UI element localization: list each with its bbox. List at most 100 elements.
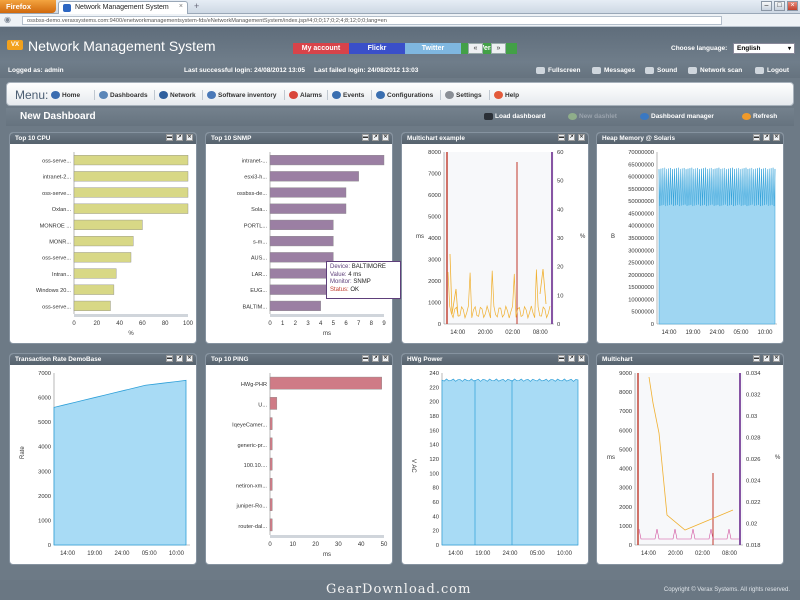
minimize-icon[interactable]: ▬ bbox=[166, 355, 173, 362]
minimize-icon[interactable]: ▬ bbox=[558, 355, 565, 362]
tick-label: 5000000 bbox=[631, 310, 654, 316]
menu-item-dashboards[interactable]: Dashboards bbox=[99, 91, 148, 99]
fullscreen-button[interactable]: Fullscreen bbox=[536, 67, 581, 74]
new-dashlet-button[interactable]: New dashlet bbox=[568, 113, 617, 120]
tick-label: 45000000 bbox=[628, 211, 654, 217]
edit-icon[interactable]: ↗ bbox=[568, 134, 575, 141]
minimize-icon[interactable]: ▬ bbox=[362, 355, 369, 362]
language-select[interactable]: English bbox=[733, 43, 795, 54]
header-button-verax[interactable]: Verax bbox=[461, 43, 517, 54]
network-scan-button[interactable]: Network scan bbox=[688, 67, 742, 74]
header-button-twitter[interactable]: Twitter bbox=[405, 43, 461, 54]
edit-icon[interactable]: ↗ bbox=[372, 355, 379, 362]
close-icon[interactable]: ✕ bbox=[773, 355, 780, 362]
header-button-flickr[interactable]: Flickr bbox=[349, 43, 405, 54]
menu-item-help[interactable]: Help bbox=[494, 91, 519, 99]
close-icon[interactable]: ✕ bbox=[578, 355, 585, 362]
category-label: juniper-Ro... bbox=[236, 504, 268, 510]
minimize-icon[interactable]: ▬ bbox=[558, 134, 565, 141]
menu-item-software-inventory[interactable]: Software inventory bbox=[207, 91, 277, 99]
menu-label: Menu: bbox=[15, 88, 49, 102]
chart-canvas[interactable]: 0 5000000 10000000 15000000 20000000 25000000… bbox=[597, 144, 783, 344]
tick-label: 19:00 bbox=[685, 330, 701, 336]
close-icon[interactable]: ✕ bbox=[773, 134, 780, 141]
tick-label: 5 bbox=[332, 321, 336, 327]
edit-icon[interactable]: ↗ bbox=[372, 134, 379, 141]
close-icon[interactable]: ✕ bbox=[186, 134, 193, 141]
messages-button[interactable]: Messages bbox=[592, 67, 635, 74]
menu-item-events[interactable]: Events bbox=[332, 91, 364, 99]
edit-icon[interactable]: ↗ bbox=[176, 355, 183, 362]
sound-button[interactable]: Sound bbox=[645, 67, 677, 74]
load-icon bbox=[484, 113, 493, 120]
chart-canvas[interactable]: oss-serve... intranet-2... oss-serve... Oxl… bbox=[10, 144, 196, 344]
category-label: oss-serve... bbox=[42, 256, 71, 262]
minimize-icon[interactable]: – bbox=[761, 1, 772, 11]
close-icon[interactable]: ✕ bbox=[578, 134, 585, 141]
chart-canvas[interactable]: 0 1000 2000 3000 4000 5000 6000 7000 Rate 14:00 19… bbox=[10, 365, 196, 565]
tick-label: 15000000 bbox=[628, 285, 654, 291]
header-button-my-account[interactable]: My account bbox=[293, 43, 349, 54]
events-icon bbox=[332, 91, 341, 99]
menu-item-alarms[interactable]: Alarms bbox=[289, 91, 322, 99]
tick-label: 8 bbox=[370, 321, 374, 327]
chart-canvas[interactable]: 0 1000 2000 3000 4000 5000 6000 7000 8000 9000 0.0… bbox=[597, 365, 783, 565]
menu-item-home[interactable]: Home bbox=[51, 91, 80, 99]
bar bbox=[73, 300, 111, 311]
close-icon[interactable]: ✕ bbox=[186, 355, 193, 362]
rate-area bbox=[53, 379, 187, 546]
tick-label: 1 bbox=[281, 321, 285, 327]
bar bbox=[73, 219, 143, 230]
y-axis-label: V AC bbox=[410, 459, 416, 473]
close-icon[interactable]: ✕ bbox=[382, 355, 389, 362]
close-icon[interactable]: ✕ bbox=[382, 134, 389, 141]
tick-label: 50000000 bbox=[628, 199, 654, 205]
edit-icon[interactable]: ↗ bbox=[763, 355, 770, 362]
new-tab-icon[interactable]: + bbox=[194, 1, 200, 11]
chart-canvas[interactable]: 0 20 40 60 80 100 120 140 160 180 200 220 240 V AC 14:… bbox=[402, 365, 588, 565]
right-axis-label: % bbox=[580, 234, 586, 240]
dashlet-title: Multichart ▬ ↗ ✕ bbox=[597, 354, 783, 365]
browser-tab[interactable]: Network Management System × bbox=[58, 1, 188, 14]
refresh-button[interactable]: Refresh bbox=[742, 113, 777, 120]
tick-label: 6000 bbox=[619, 428, 632, 434]
minimize-icon[interactable]: ▬ bbox=[753, 355, 760, 362]
firefox-menu-button[interactable]: Firefox bbox=[0, 0, 56, 13]
category-label: netiron-xm... bbox=[236, 483, 268, 489]
maximize-icon[interactable]: □ bbox=[774, 1, 785, 11]
tab-close-icon[interactable]: × bbox=[178, 3, 183, 10]
edit-icon[interactable]: ↗ bbox=[176, 134, 183, 141]
minimize-icon[interactable]: ▬ bbox=[753, 134, 760, 141]
minimize-icon[interactable]: ▬ bbox=[166, 134, 173, 141]
edit-icon[interactable]: ↗ bbox=[568, 355, 575, 362]
next-arrow-button[interactable]: » bbox=[491, 43, 506, 54]
menu-item-settings[interactable]: Settings bbox=[445, 91, 482, 99]
settings-icon bbox=[445, 91, 454, 99]
logout-button[interactable]: Logout bbox=[755, 67, 789, 74]
minimize-icon[interactable]: ▬ bbox=[362, 134, 369, 141]
dashboard-manager-button[interactable]: Dashboard manager bbox=[640, 113, 714, 120]
menu-separator bbox=[284, 90, 285, 100]
bar bbox=[269, 187, 347, 198]
refresh-icon bbox=[742, 113, 751, 120]
category-label: router-dal... bbox=[238, 524, 267, 530]
tick-label: 40000000 bbox=[628, 224, 654, 230]
menu-item-configurations[interactable]: Configurations bbox=[376, 91, 433, 99]
edit-icon[interactable]: ↗ bbox=[763, 134, 770, 141]
tick-label: 7000 bbox=[619, 409, 632, 415]
bar bbox=[269, 171, 359, 182]
tick-label: 2 bbox=[294, 321, 298, 327]
tick-label: 20 bbox=[433, 529, 439, 535]
prev-arrow-button[interactable]: « bbox=[468, 43, 483, 54]
dashlet-4: Heap Memory @ Solaris ▬ ↗ ✕ 0 5000000 10000000… bbox=[596, 132, 784, 344]
menu-item-network[interactable]: Network bbox=[159, 91, 196, 99]
tick-label: 0.018 bbox=[746, 543, 761, 549]
url-input[interactable]: ossbss-demo.veraxsystems.com:9400/enetwo… bbox=[22, 16, 722, 25]
chart-canvas[interactable]: intranet-... esxi3-h... ossbss-de... Sola..… bbox=[206, 144, 392, 344]
chart-canvas[interactable]: HWg-PHRU...IqeyeCamer...generic-pr...100… bbox=[206, 365, 392, 565]
window-close-icon[interactable]: × bbox=[787, 1, 798, 11]
load-dashboard-button[interactable]: Load dashboard bbox=[484, 113, 546, 120]
chart-canvas[interactable]: 0 1000 2000 3000 4000 5000 6000 7000 8000 0 10 20 30… bbox=[402, 144, 588, 344]
site-identity-icon[interactable]: ◉ bbox=[4, 15, 11, 24]
category-label: s-m... bbox=[253, 240, 267, 246]
